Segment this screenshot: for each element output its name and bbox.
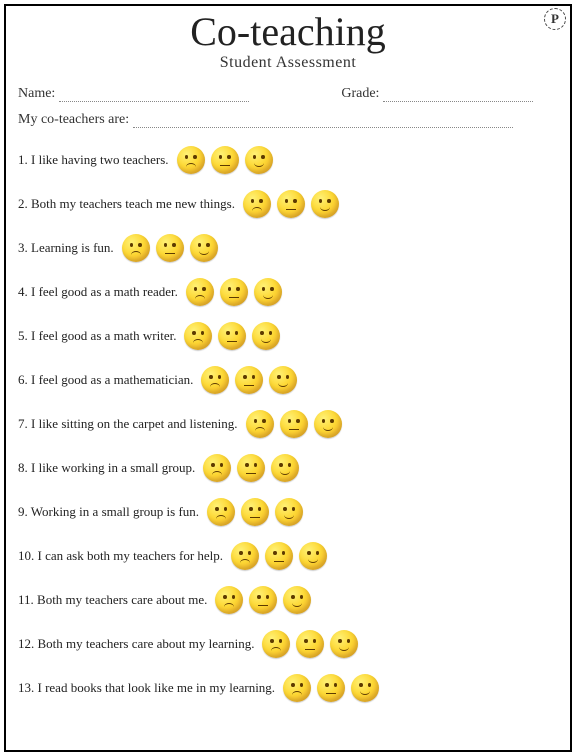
sad-face-icon[interactable] bbox=[283, 674, 311, 702]
neutral-face-icon[interactable] bbox=[218, 322, 246, 350]
happy-face-icon[interactable] bbox=[245, 146, 273, 174]
question-text: 8. I like working in a small group. bbox=[18, 460, 203, 476]
grade-line[interactable] bbox=[383, 90, 533, 102]
neutral-face-icon[interactable] bbox=[220, 278, 248, 306]
question-row: 4. I feel good as a math reader. bbox=[18, 276, 558, 308]
question-row: 8. I like working in a small group. bbox=[18, 452, 558, 484]
question-row: 12. Both my teachers care about my learn… bbox=[18, 628, 558, 660]
question-text: 12. Both my teachers care about my learn… bbox=[18, 636, 262, 652]
sad-face-icon[interactable] bbox=[215, 586, 243, 614]
sad-face-icon[interactable] bbox=[246, 410, 274, 438]
question-row: 3. Learning is fun. bbox=[18, 232, 558, 264]
page-subtitle: Student Assessment bbox=[18, 54, 558, 72]
teachers-field: My co-teachers are: bbox=[18, 112, 558, 128]
happy-face-icon[interactable] bbox=[311, 190, 339, 218]
emoji-rating-set bbox=[201, 366, 297, 394]
happy-face-icon[interactable] bbox=[271, 454, 299, 482]
emoji-rating-set bbox=[283, 674, 379, 702]
neutral-face-icon[interactable] bbox=[265, 542, 293, 570]
emoji-rating-set bbox=[215, 586, 311, 614]
question-text: 3. Learning is fun. bbox=[18, 240, 122, 256]
question-text: 4. I feel good as a math reader. bbox=[18, 284, 186, 300]
happy-face-icon[interactable] bbox=[190, 234, 218, 262]
happy-face-icon[interactable] bbox=[351, 674, 379, 702]
grade-label: Grade: bbox=[341, 86, 379, 101]
question-text: 7. I like sitting on the carpet and list… bbox=[18, 416, 246, 432]
happy-face-icon[interactable] bbox=[275, 498, 303, 526]
sad-face-icon[interactable] bbox=[177, 146, 205, 174]
neutral-face-icon[interactable] bbox=[237, 454, 265, 482]
name-field: Name: bbox=[18, 86, 321, 102]
question-row: 2. Both my teachers teach me new things. bbox=[18, 188, 558, 220]
sad-face-icon[interactable] bbox=[203, 454, 231, 482]
happy-face-icon[interactable] bbox=[269, 366, 297, 394]
sad-face-icon[interactable] bbox=[243, 190, 271, 218]
emoji-rating-set bbox=[207, 498, 303, 526]
emoji-rating-set bbox=[122, 234, 218, 262]
question-text: 1. I like having two teachers. bbox=[18, 152, 177, 168]
sad-face-icon[interactable] bbox=[201, 366, 229, 394]
emoji-rating-set bbox=[203, 454, 299, 482]
emoji-rating-set bbox=[262, 630, 358, 658]
neutral-face-icon[interactable] bbox=[156, 234, 184, 262]
happy-face-icon[interactable] bbox=[252, 322, 280, 350]
question-row: 9. Working in a small group is fun. bbox=[18, 496, 558, 528]
happy-face-icon[interactable] bbox=[299, 542, 327, 570]
question-text: 5. I feel good as a math writer. bbox=[18, 328, 184, 344]
neutral-face-icon[interactable] bbox=[211, 146, 239, 174]
question-row: 5. I feel good as a math writer. bbox=[18, 320, 558, 352]
neutral-face-icon[interactable] bbox=[241, 498, 269, 526]
question-row: 13. I read books that look like me in my… bbox=[18, 672, 558, 704]
question-row: 10. I can ask both my teachers for help. bbox=[18, 540, 558, 572]
emoji-rating-set bbox=[177, 146, 273, 174]
neutral-face-icon[interactable] bbox=[235, 366, 263, 394]
name-line[interactable] bbox=[59, 90, 249, 102]
question-row: 11. Both my teachers care about me. bbox=[18, 584, 558, 616]
sad-face-icon[interactable] bbox=[122, 234, 150, 262]
emoji-rating-set bbox=[231, 542, 327, 570]
sad-face-icon[interactable] bbox=[231, 542, 259, 570]
questions-list: 1. I like having two teachers. 2. Both my… bbox=[18, 144, 558, 704]
neutral-face-icon[interactable] bbox=[280, 410, 308, 438]
neutral-face-icon[interactable] bbox=[296, 630, 324, 658]
teachers-label: My co-teachers are: bbox=[18, 112, 129, 127]
sad-face-icon[interactable] bbox=[262, 630, 290, 658]
neutral-face-icon[interactable] bbox=[277, 190, 305, 218]
emoji-rating-set bbox=[243, 190, 339, 218]
name-label: Name: bbox=[18, 86, 55, 101]
question-row: 6. I feel good as a mathematician. bbox=[18, 364, 558, 396]
page-content: Co-teaching Student Assessment Name: Gra… bbox=[18, 10, 558, 746]
sad-face-icon[interactable] bbox=[186, 278, 214, 306]
question-text: 10. I can ask both my teachers for help. bbox=[18, 548, 231, 564]
emoji-rating-set bbox=[186, 278, 282, 306]
happy-face-icon[interactable] bbox=[283, 586, 311, 614]
happy-face-icon[interactable] bbox=[254, 278, 282, 306]
question-text: 2. Both my teachers teach me new things. bbox=[18, 196, 243, 212]
emoji-rating-set bbox=[246, 410, 342, 438]
neutral-face-icon[interactable] bbox=[249, 586, 277, 614]
emoji-rating-set bbox=[184, 322, 280, 350]
question-text: 9. Working in a small group is fun. bbox=[18, 504, 207, 520]
question-text: 13. I read books that look like me in my… bbox=[18, 680, 283, 696]
sad-face-icon[interactable] bbox=[207, 498, 235, 526]
grade-field: Grade: bbox=[341, 86, 558, 102]
happy-face-icon[interactable] bbox=[314, 410, 342, 438]
question-row: 1. I like having two teachers. bbox=[18, 144, 558, 176]
page-title: Co-teaching bbox=[18, 12, 558, 52]
neutral-face-icon[interactable] bbox=[317, 674, 345, 702]
happy-face-icon[interactable] bbox=[330, 630, 358, 658]
question-row: 7. I like sitting on the carpet and list… bbox=[18, 408, 558, 440]
question-text: 11. Both my teachers care about me. bbox=[18, 592, 215, 608]
sad-face-icon[interactable] bbox=[184, 322, 212, 350]
question-text: 6. I feel good as a mathematician. bbox=[18, 372, 201, 388]
teachers-line[interactable] bbox=[133, 116, 513, 128]
header-fields: Name: Grade: bbox=[18, 86, 558, 102]
